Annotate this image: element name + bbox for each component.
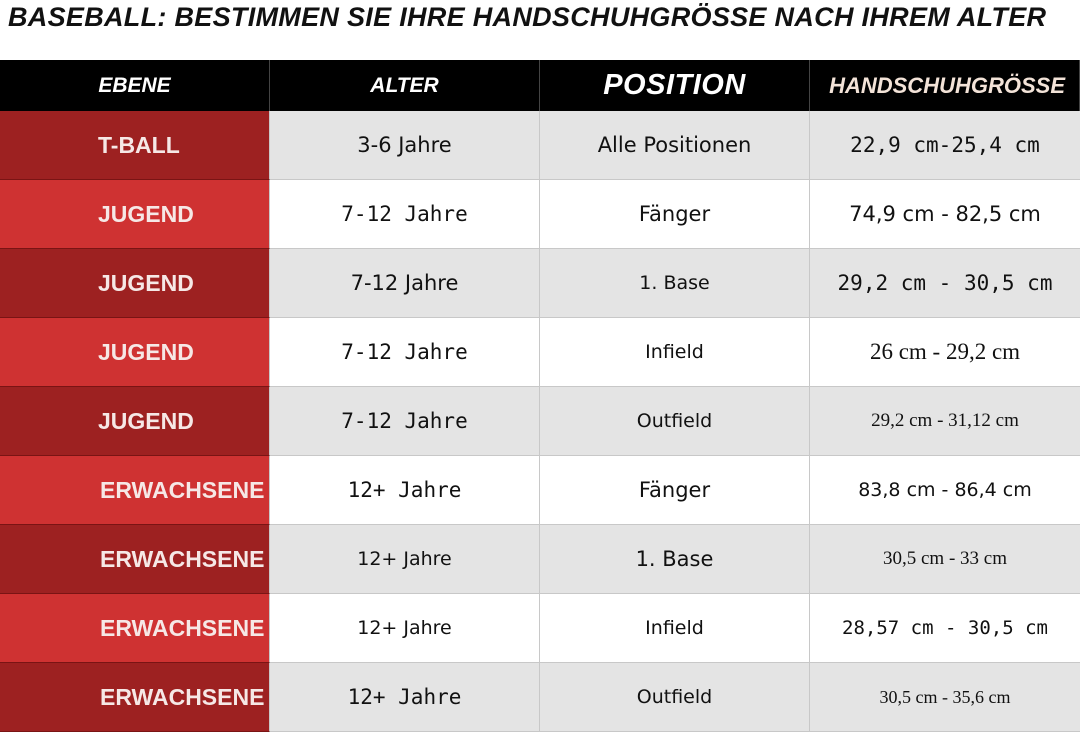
header-age: ALTER (270, 60, 540, 111)
level-cell: ERWACHSENE (0, 525, 270, 594)
age-cell: 12+ Jahre (270, 663, 540, 732)
size-cell: 30,5 cm - 35,6 cm (810, 663, 1080, 732)
position-cell: Fänger (540, 180, 810, 249)
age-cell: 12+ Jahre (270, 456, 540, 525)
position-cell: Alle Positionen (540, 111, 810, 180)
age-cell: 12+ Jahre (270, 594, 540, 663)
position-cell: Outfield (540, 387, 810, 456)
position-cell: Infield (540, 594, 810, 663)
position-cell: Outfield (540, 663, 810, 732)
size-cell: 74,9 cm - 82,5 cm (810, 180, 1080, 249)
age-cell: 7-12 Jahre (270, 180, 540, 249)
size-cell: 30,5 cm - 33 cm (810, 525, 1080, 594)
header-position: POSITION (540, 60, 810, 111)
position-cell: 1. Base (540, 249, 810, 318)
level-cell: ERWACHSENE (0, 594, 270, 663)
age-cell: 7-12 Jahre (270, 387, 540, 456)
size-cell: 29,2 cm - 31,12 cm (810, 387, 1080, 456)
level-cell: T-BALL (0, 111, 270, 180)
size-cell: 28,57 cm - 30,5 cm (810, 594, 1080, 663)
age-cell: 3-6 Jahre (270, 111, 540, 180)
level-cell: JUGEND (0, 318, 270, 387)
age-cell: 7-12 Jahre (270, 249, 540, 318)
header-level: EBENE (0, 60, 270, 111)
level-cell: JUGEND (0, 387, 270, 456)
header-glove-size: HANDSCHUHGRÖSSE (810, 60, 1080, 111)
level-cell: ERWACHSENE (0, 663, 270, 732)
size-cell: 22,9 cm-25,4 cm (810, 111, 1080, 180)
age-cell: 12+ Jahre (270, 525, 540, 594)
position-cell: Fänger (540, 456, 810, 525)
level-cell: JUGEND (0, 180, 270, 249)
position-cell: Infield (540, 318, 810, 387)
position-cell: 1. Base (540, 525, 810, 594)
page-title: BASEBALL: BESTIMMEN SIE IHRE HANDSCHUHGR… (8, 2, 1047, 32)
level-cell: JUGEND (0, 249, 270, 318)
size-cell: 29,2 cm - 30,5 cm (810, 249, 1080, 318)
glove-size-table: EBENE ALTER POSITION HANDSCHUHGRÖSSE T-B… (0, 60, 1080, 740)
size-cell: 26 cm - 29,2 cm (810, 318, 1080, 387)
level-cell: ERWACHSENE (0, 456, 270, 525)
age-cell: 7-12 Jahre (270, 318, 540, 387)
size-cell: 83,8 cm - 86,4 cm (810, 456, 1080, 525)
